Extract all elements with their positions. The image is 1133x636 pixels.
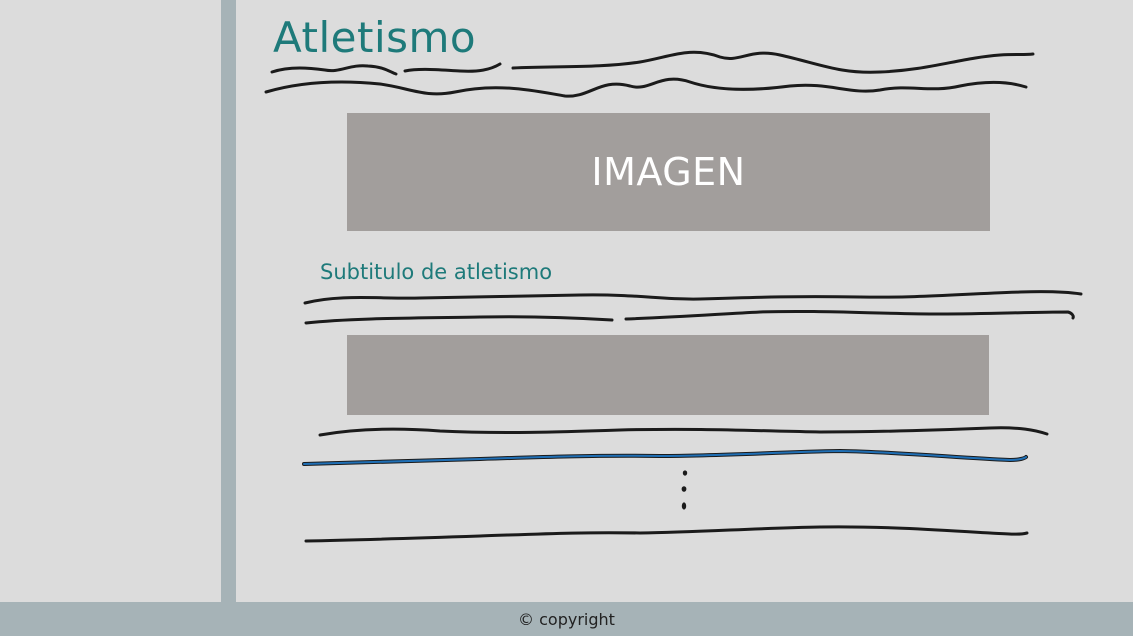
section-subtitle: Subtitulo de atletismo (320, 260, 553, 284)
main-content (236, 0, 1133, 602)
image-placeholder: IMAGEN (347, 113, 990, 231)
footer: © copyright (0, 602, 1133, 636)
left-panel (0, 0, 221, 602)
image-placeholder-label: IMAGEN (591, 150, 746, 194)
copyright-text: © copyright (518, 609, 615, 629)
page-title: Atletismo (273, 13, 477, 62)
vertical-divider (221, 0, 236, 602)
content-block-placeholder (347, 335, 989, 415)
